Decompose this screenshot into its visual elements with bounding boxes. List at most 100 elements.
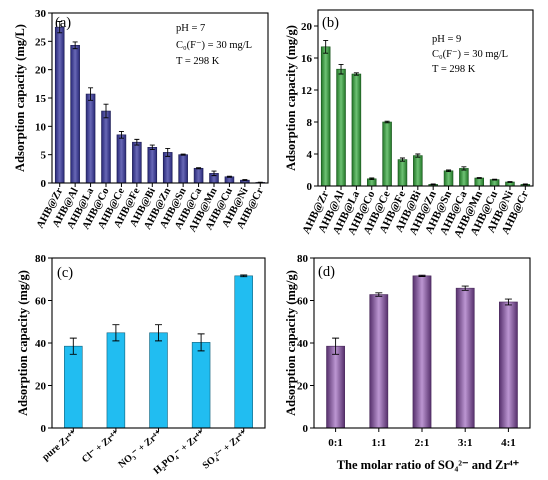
- panel-a-error-bar-5: [118, 130, 124, 139]
- panel-d-x-tick-label-4: 3:1: [458, 437, 473, 449]
- panel-b: (b) Adsorption capacity (mg/g) pH = 9 C₀…: [284, 9, 534, 240]
- panel-b-error-bar-6: [399, 157, 405, 162]
- panel-label-c: (c): [57, 265, 73, 281]
- panel-b-error-bar-7: [415, 153, 421, 158]
- panel-b-error-bar-11: [476, 177, 482, 179]
- panel-c-bar-5: [234, 275, 253, 429]
- panel-b-error-bar-9: [446, 169, 452, 173]
- panel-a-bar-5: [116, 134, 127, 184]
- x-axis-label-d: The molar ratio of SO₄²⁻ and Zr⁴⁺: [337, 458, 520, 472]
- panel-a-bar-3: [85, 93, 96, 184]
- panel-b-bar-2: [336, 68, 346, 187]
- panel-a-y-tick-label-5: 20: [35, 65, 47, 77]
- panel-c-error-bar-2: [112, 324, 120, 342]
- panel-b-bar-10: [459, 168, 469, 187]
- panel-c-bar-3: [149, 332, 168, 429]
- panel-a-y-tick-label-7: 30: [35, 8, 47, 20]
- panel-d-bar-1: [326, 345, 345, 429]
- panel-d-x-tick-label-3: 2:1: [415, 437, 430, 449]
- panel-d-bar-3: [412, 275, 432, 429]
- panel-d-y-tick-label-1: 0: [303, 423, 309, 435]
- panel-d-y-tick-label-5: 80: [297, 253, 309, 265]
- panel-d-y-tick-label-4: 60: [297, 296, 309, 308]
- panel-b-bar-3: [351, 73, 362, 187]
- annotation-ph-a: pH = 7: [176, 23, 205, 34]
- panel-a-error-bar-4: [103, 103, 109, 119]
- panel-b-error-bar-13: [507, 181, 513, 183]
- y-axis-label-b: Adsorption capacity (mg/g): [284, 25, 298, 171]
- panel-label-d: (d): [318, 264, 335, 280]
- panel-d-error-bar-3: [418, 274, 426, 277]
- panel-a-error-bar-6: [134, 138, 140, 146]
- panel-c-bar-1: [64, 345, 83, 429]
- panel-c-error-bar-1: [69, 337, 77, 355]
- annotation-temperature-a: T = 298 K: [176, 56, 220, 67]
- annotation-ph-b: pH = 9: [432, 34, 461, 45]
- panel-b-error-bar-14: [522, 183, 528, 186]
- panel-d-x-tick-label-2: 1:1: [371, 437, 386, 449]
- panel-c-bars: [64, 274, 253, 429]
- panel-c-x-tick-label-5: SO₄²⁻ + Zr⁴⁺: [201, 428, 250, 472]
- panel-b-error-bar-1: [323, 39, 329, 54]
- panel-b-y-tick-label-4: 12: [301, 85, 313, 97]
- panel-c-x-tick-label-1: pure Zr⁴⁺: [40, 428, 79, 463]
- panel-b-bar-11: [474, 177, 485, 187]
- panel-b-bar-7: [413, 155, 423, 187]
- panel-b-error-bar-4: [369, 177, 375, 181]
- panel-a-bar-1: [54, 26, 65, 184]
- panel-b-error-bar-3: [353, 72, 359, 76]
- panel-a-error-bar-12: [226, 175, 232, 178]
- panel-a-error-bar-11: [211, 170, 217, 177]
- panel-a-y-tick-label-2: 5: [41, 150, 47, 162]
- panel-a-bar-8: [162, 152, 173, 184]
- panel-a-y-tick-label-6: 25: [35, 36, 47, 48]
- annotation-temperature-b: T = 298 K: [432, 64, 476, 75]
- panel-d-error-bar-2: [375, 292, 383, 297]
- panel-a-error-bar-9: [180, 153, 186, 156]
- panel-a-bar-6: [132, 141, 142, 184]
- panel-c-y-tick-label-4: 60: [35, 296, 47, 308]
- panel-a-error-bar-13: [242, 179, 248, 182]
- panel-b-plot-frame: [317, 9, 534, 187]
- panel-a-error-bar-1: [57, 21, 63, 34]
- panel-a-error-bar-8: [165, 147, 171, 157]
- panel-d-error-bar-1: [332, 337, 340, 355]
- panel-b-error-bar-2: [338, 63, 344, 75]
- panel-d-x-tick-label-1: 0:1: [328, 437, 343, 449]
- panel-c-error-bar-5: [240, 274, 248, 278]
- panel-b-bar-1: [320, 46, 331, 187]
- panel-b-error-bar-12: [492, 178, 498, 181]
- panel-a-bar-10: [193, 167, 204, 184]
- panel-b-bars: [320, 39, 531, 187]
- panel-d-bar-4: [455, 287, 475, 429]
- panel-a-plot-frame: [51, 12, 269, 184]
- panel-a: (a) Adsorption capacity (mg/L) pH = 7 C₀…: [13, 8, 269, 234]
- panel-d-x-tick-label-5: 4:1: [501, 437, 516, 449]
- panel-d-bar-5: [499, 301, 518, 429]
- annotation-concentration-a: C₀(F⁻) = 30 mg/L: [176, 40, 252, 51]
- panel-d-error-bar-4: [461, 285, 469, 291]
- panel-b-y-tick-label-1: 0: [307, 181, 313, 193]
- panel-a-bar-7: [147, 147, 158, 184]
- panel-a-y-tick-label-1: 0: [41, 178, 47, 190]
- panel-a-error-bar-3: [88, 87, 94, 101]
- panel-a-error-bar-7: [149, 144, 155, 151]
- panel-c-y-tick-label-3: 40: [35, 338, 47, 350]
- panel-label-b: (b): [322, 15, 339, 31]
- panel-c-y-tick-label-1: 0: [41, 423, 47, 435]
- panel-c-error-bar-3: [155, 324, 162, 342]
- panel-d-bars: [326, 274, 518, 429]
- panel-a-y-tick-label-4: 15: [35, 93, 47, 105]
- panel-b-y-tick-label-2: 4: [307, 149, 313, 161]
- panel-b-bar-9: [443, 170, 454, 187]
- panel-c-bar-4: [191, 342, 211, 429]
- panel-a-bar-2: [70, 44, 80, 184]
- panel-b-error-bar-8: [430, 183, 436, 186]
- panel-b-bar-6: [397, 159, 408, 187]
- panel-b-y-tick-label-6: 20: [301, 21, 313, 33]
- annotation-concentration-b: C₀(F⁻) = 30 mg/L: [432, 49, 508, 60]
- panel-d-y-tick-label-2: 20: [297, 381, 309, 393]
- panel-a-bar-9: [178, 154, 188, 184]
- panel-b-error-bar-10: [461, 166, 467, 171]
